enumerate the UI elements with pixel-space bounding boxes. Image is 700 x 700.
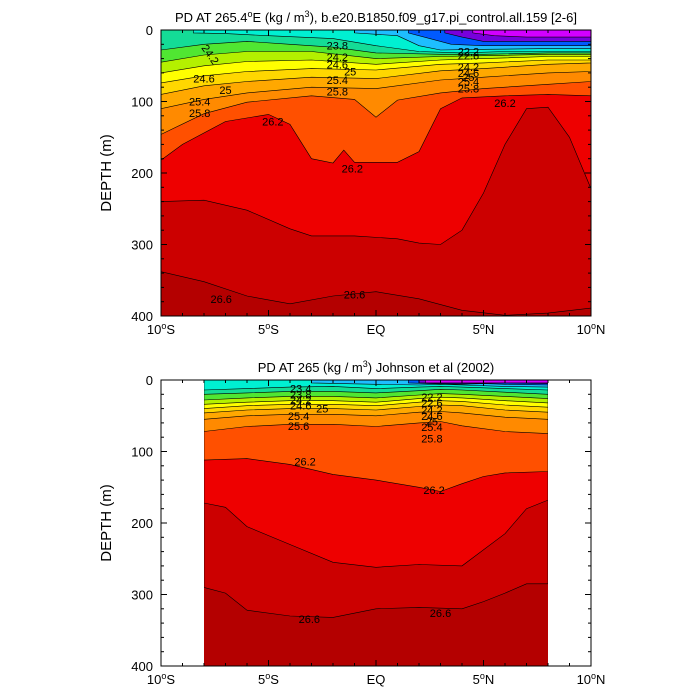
contour-label: 22.6 xyxy=(421,398,442,410)
contour-label: 26.2 xyxy=(342,164,363,176)
contour-label: 25 xyxy=(316,404,328,416)
contour-label: 24.6 xyxy=(327,59,348,71)
contour-label: 25.4 xyxy=(327,75,348,87)
contour-label: 24.2 xyxy=(458,62,479,74)
chart-title: PD AT 265 (kg / m3) Johnson et al (2002) xyxy=(258,359,495,375)
contour-label: 25 xyxy=(219,85,231,97)
contour-label: 23.4 xyxy=(290,384,311,396)
contour-label: 22.2 xyxy=(421,392,442,404)
contour-label: 25.4 xyxy=(288,411,309,423)
y-tick-label: 0 xyxy=(146,23,153,38)
x-tick-label: 5oN xyxy=(473,671,495,687)
contour-label: 24.6 xyxy=(458,68,479,80)
contour-fills xyxy=(204,380,548,666)
y-tick-label: 200 xyxy=(131,516,153,531)
contour-label: 24.2 xyxy=(290,395,311,407)
y-tick-label: 100 xyxy=(131,445,153,460)
contour-label: 26.6 xyxy=(299,614,320,626)
y-tick-label: 100 xyxy=(131,95,153,110)
chart-title: PD AT 265.4oE (kg / m3), b.e20.B1850.f09… xyxy=(175,9,577,25)
x-tick-label: 5oS xyxy=(258,321,279,337)
y-tick-label: 300 xyxy=(131,588,153,603)
y-tick-label: 0 xyxy=(146,373,153,388)
x-tick-label: 10oN xyxy=(577,321,606,337)
contour-label: 26.2 xyxy=(262,117,283,129)
contour-label: 25 xyxy=(426,416,438,428)
x-tick-label: EQ xyxy=(367,322,386,337)
contour-label: 22.6 xyxy=(458,51,479,63)
x-tick-label: 10oS xyxy=(147,321,175,337)
y-axis-label: DEPTH (m) xyxy=(98,484,115,562)
panel-model: 23.824.2 24.224.624.6252525.425.425.825.8… xyxy=(98,9,605,337)
contour-label: 25.8 xyxy=(421,434,442,446)
contour-label: 25 xyxy=(344,66,356,78)
x-tick-label: 5oS xyxy=(258,671,279,687)
contour-label: 26.2 xyxy=(423,485,444,497)
contour-label: 26.2 xyxy=(294,457,315,469)
x-tick-label: 5oN xyxy=(473,321,495,337)
contour-fill-21 xyxy=(472,30,591,38)
contour-label: 25.8 xyxy=(327,86,348,98)
contour-label: 25.4 xyxy=(458,76,479,88)
contour-label: 24.2 xyxy=(327,52,348,64)
contour-label: 24.6 xyxy=(421,411,442,423)
contour-label: 26.6 xyxy=(430,608,451,620)
contour-label: 25.8 xyxy=(458,84,479,96)
x-tick-label: 10oS xyxy=(147,671,175,687)
contour-label: 23.8 xyxy=(290,389,311,401)
contour-label: 26.2 xyxy=(494,98,515,110)
y-tick-label: 400 xyxy=(131,309,153,324)
contour-label: 25.4 xyxy=(189,97,210,109)
contour-label: 24.6 xyxy=(290,401,311,413)
contour-label: 26.6 xyxy=(210,294,231,306)
contour-fills xyxy=(161,30,591,316)
x-tick-label: EQ xyxy=(367,672,386,687)
contour-label: 25 xyxy=(462,72,474,84)
contour-label: 24.6 xyxy=(193,74,214,86)
contour-label: 25.8 xyxy=(189,108,210,120)
y-tick-label: 400 xyxy=(131,659,153,674)
contour-label: 26.6 xyxy=(344,290,365,302)
contour-label: 25.4 xyxy=(421,422,442,434)
contour-label: 23.8 xyxy=(327,41,348,53)
contour-label: 24.2 xyxy=(421,405,442,417)
panel-observation: 23.423.824.224.6 2525.425.626.226.225.425… xyxy=(98,359,605,687)
y-tick-label: 200 xyxy=(131,166,153,181)
contour-label: 25.6 xyxy=(288,421,309,433)
contour-label: 22.2 xyxy=(458,46,479,58)
y-tick-label: 300 xyxy=(131,238,153,253)
y-axis-label: DEPTH (m) xyxy=(98,134,115,212)
x-tick-label: 10oN xyxy=(577,671,606,687)
contour-fill-21 xyxy=(425,380,548,384)
